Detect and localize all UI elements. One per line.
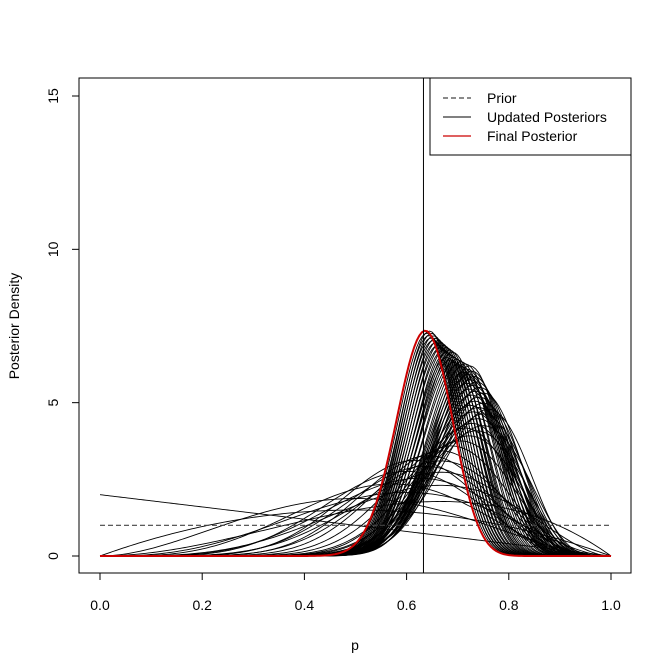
y-tick-label: 15 <box>45 88 61 104</box>
legend-label-prior: Prior <box>487 90 517 106</box>
y-axis-title: Posterior Density <box>6 273 22 380</box>
x-tick-label: 0.6 <box>397 597 417 613</box>
axes-layer: 0.0 0.2 0.4 0.6 0.8 1.0 0 5 10 15 <box>45 88 621 613</box>
updated-posterior-curve <box>100 368 611 557</box>
legend-label-final: Final Posterior <box>487 128 578 144</box>
updated-posterior-curve <box>100 388 611 557</box>
x-tick-label: 1.0 <box>601 597 621 613</box>
legend: Prior Updated Posteriors Final Posterior <box>429 77 632 156</box>
legend-label-updated: Updated Posteriors <box>487 109 607 125</box>
x-tick-label: 0.8 <box>499 597 519 613</box>
y-tick-label: 0 <box>45 552 61 560</box>
final-posterior-curve <box>100 329 611 557</box>
curves-layer <box>99 329 612 557</box>
x-tick-label: 0.0 <box>90 597 110 613</box>
updated-posterior-curve <box>100 375 611 557</box>
x-axis-title: p <box>351 637 359 653</box>
x-tick-label: 0.4 <box>295 597 315 613</box>
updated-posterior-curve <box>100 491 612 557</box>
x-tick-label: 0.2 <box>192 597 212 613</box>
y-tick-label: 5 <box>45 399 61 407</box>
y-tick-label: 10 <box>45 241 61 257</box>
